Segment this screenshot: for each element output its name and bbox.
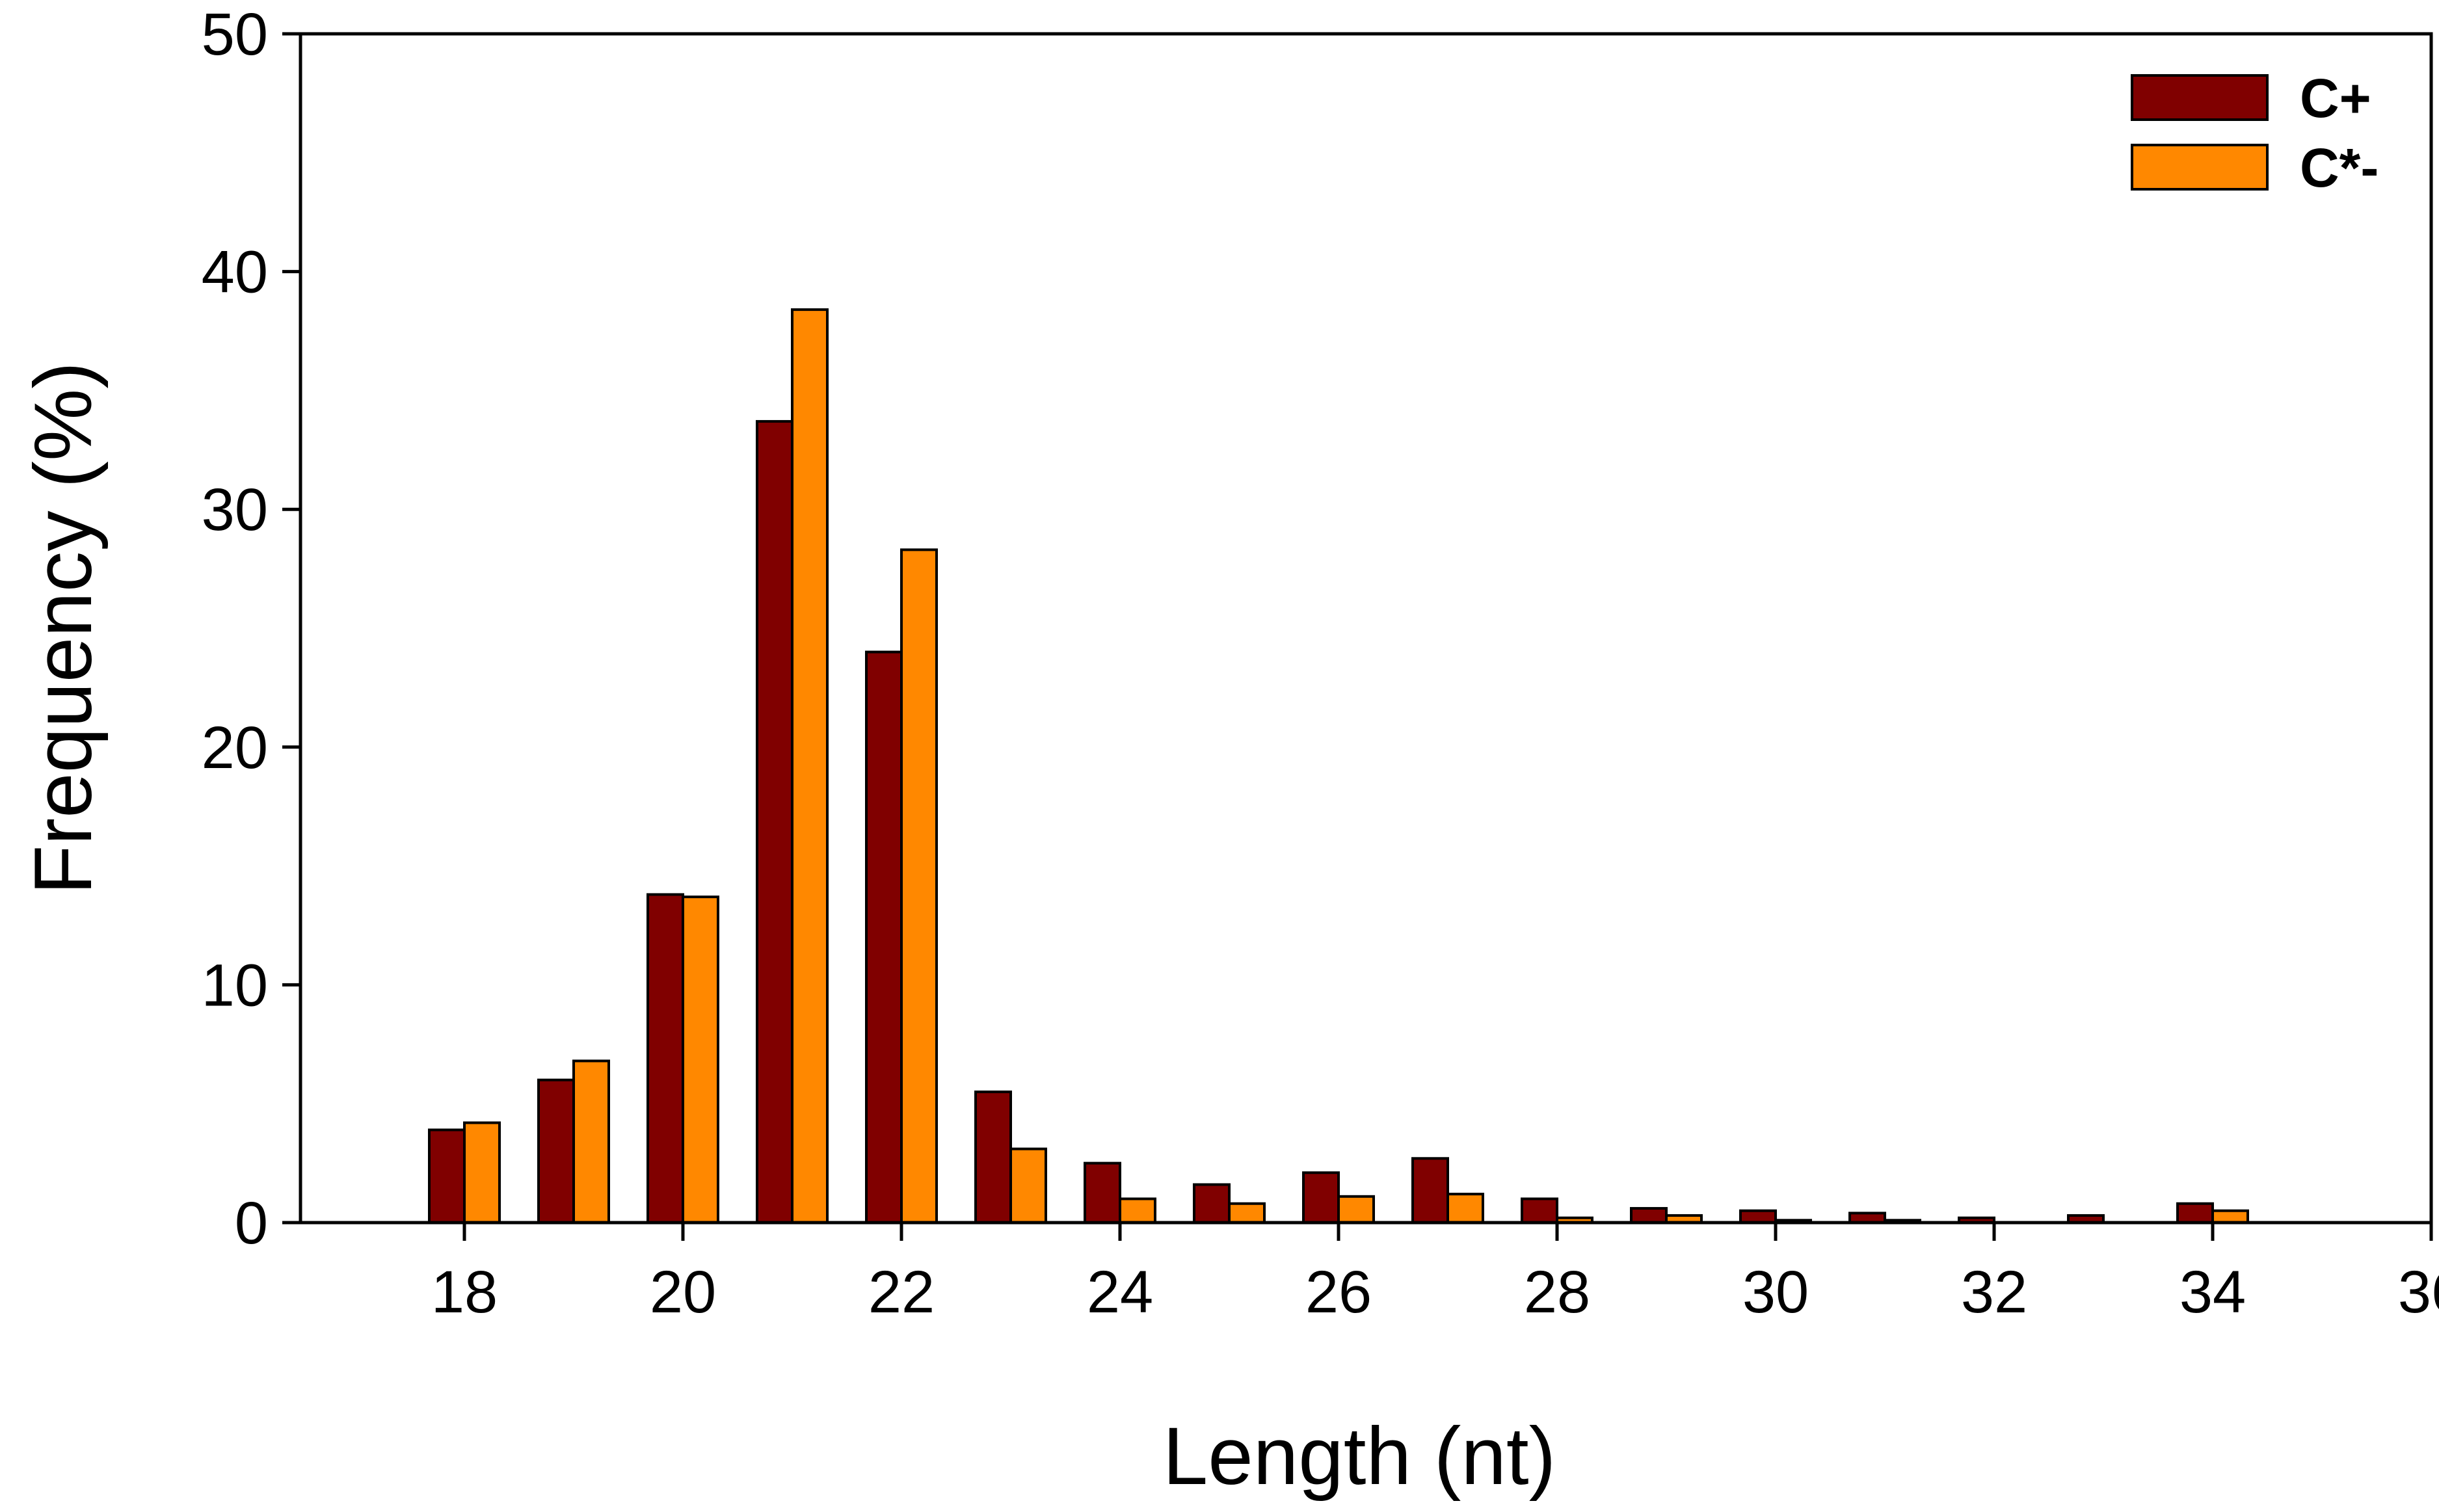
- bar-c-plus-26: [1302, 1171, 1340, 1224]
- axis-ticks: 18 20 22 24 26 28 30 32 34 36 0 10 20 30 40 50: [202, 1, 2439, 1325]
- bars-layer: [428, 308, 2249, 1225]
- bar-c-star-minus-25: [1228, 1202, 1266, 1224]
- legend-label-c-star-minus: C*-: [2300, 137, 2379, 198]
- bar-c-plus-29: [1630, 1207, 1668, 1224]
- bar-c-plus-24: [1084, 1161, 1121, 1224]
- bar-c-star-minus-23: [1009, 1147, 1047, 1224]
- bar-c-star-minus-19: [572, 1059, 610, 1224]
- bar-c-star-minus-24: [1119, 1197, 1156, 1224]
- legend: C+ C*-: [2131, 68, 2379, 198]
- plot-area-frame: [299, 32, 2433, 1225]
- bar-c-plus-21: [756, 419, 793, 1224]
- legend-swatch-c-plus: [2131, 74, 2269, 121]
- bar-c-plus-30: [1739, 1209, 1777, 1224]
- bar-c-star-minus-22: [900, 548, 938, 1224]
- legend-label-c-plus: C+: [2300, 68, 2371, 129]
- x-tick-label-36: 36: [2398, 1259, 2439, 1325]
- bar-c-plus-34: [2176, 1202, 2214, 1224]
- bar-c-star-minus-34: [2211, 1209, 2249, 1224]
- x-tick-label-32: 32: [1961, 1259, 2027, 1325]
- bar-c-plus-25: [1193, 1183, 1231, 1225]
- bar-c-star-minus-27: [1446, 1193, 1484, 1225]
- bar-c-plus-27: [1411, 1157, 1449, 1224]
- x-tick-label-28: 28: [1524, 1259, 1590, 1325]
- bar-c-plus-20: [646, 893, 684, 1225]
- bar-c-star-minus-18: [463, 1121, 501, 1224]
- y-tick-label-30: 30: [202, 477, 268, 543]
- x-tick-label-24: 24: [1087, 1259, 1153, 1325]
- legend-swatch-c-star-minus: [2131, 144, 2269, 191]
- bar-c-plus-18: [428, 1128, 466, 1225]
- bar-c-star-minus-26: [1337, 1195, 1375, 1225]
- bar-c-plus-23: [974, 1090, 1012, 1225]
- x-tick-label-30: 30: [1742, 1259, 1809, 1325]
- x-tick-label-22: 22: [868, 1259, 935, 1325]
- y-tick-label-40: 40: [202, 239, 268, 306]
- x-tick-label-18: 18: [431, 1259, 498, 1325]
- bar-c-star-minus-21: [791, 308, 829, 1225]
- x-axis-title: Length (nt): [1163, 1411, 1556, 1502]
- bar-c-plus-19: [537, 1078, 575, 1225]
- x-tick-label-20: 20: [650, 1259, 716, 1325]
- y-tick-label-0: 0: [235, 1190, 268, 1256]
- y-tick-label-10: 10: [202, 952, 268, 1018]
- y-tick-label-20: 20: [202, 715, 268, 781]
- y-tick-label-50: 50: [202, 1, 268, 68]
- bar-c-plus-28: [1521, 1197, 1558, 1224]
- bar-c-star-minus-20: [682, 895, 719, 1225]
- x-tick-label-34: 34: [2179, 1259, 2246, 1325]
- bar-c-plus-22: [865, 650, 903, 1224]
- y-axis-title: Frequency (%): [18, 362, 109, 895]
- x-tick-label-26: 26: [1305, 1259, 1372, 1325]
